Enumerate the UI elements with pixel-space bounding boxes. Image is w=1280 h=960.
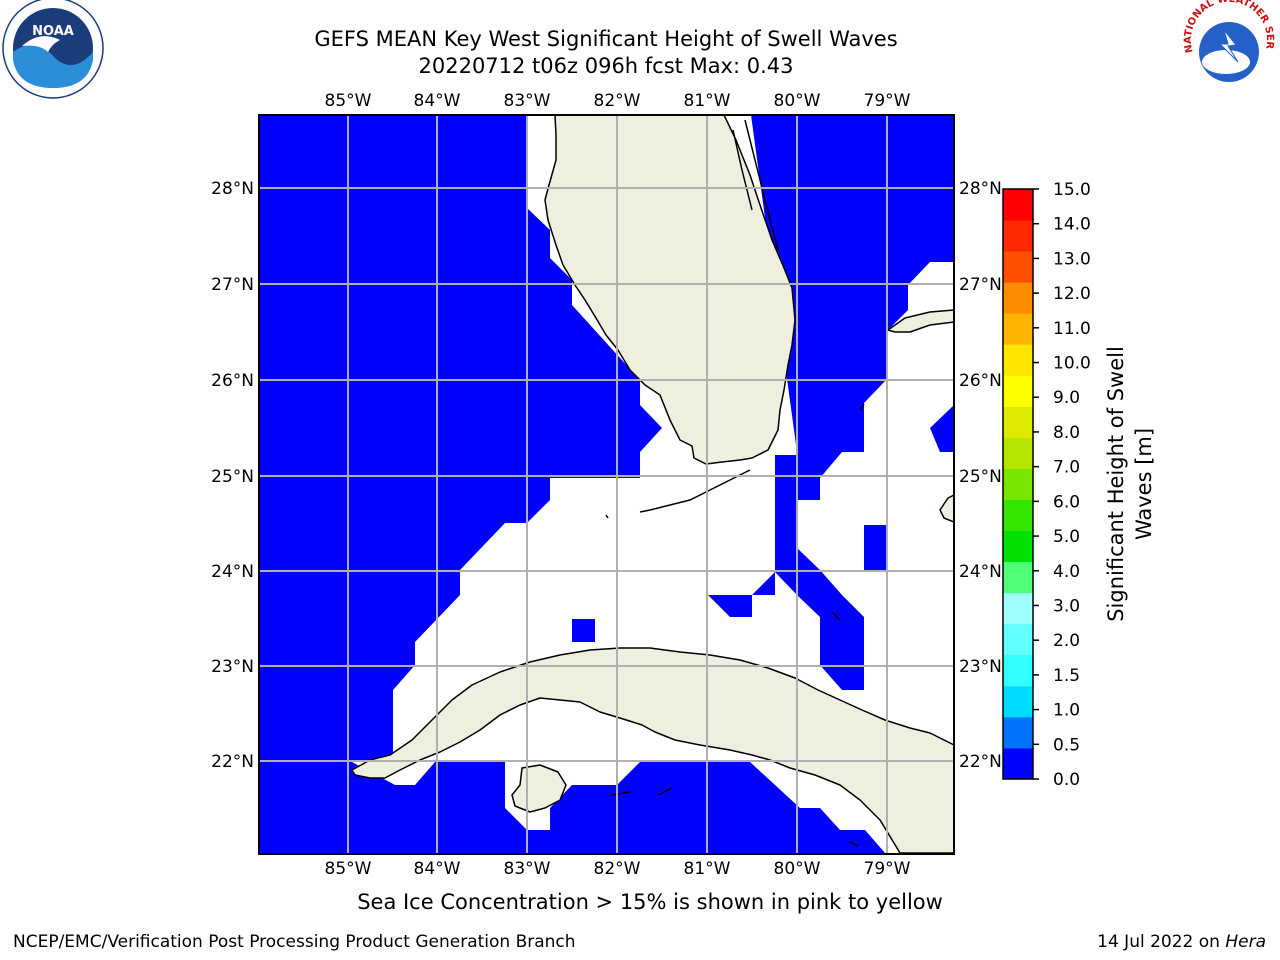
colorbar-segment [1003, 313, 1033, 345]
isla-de-la-juventud [511, 764, 567, 813]
colorbar-segment [1003, 468, 1033, 501]
colorbar-tick-label: 15.0 [1053, 180, 1091, 200]
lon-label-top: 80°W [774, 91, 821, 111]
footer-credit: NCEP/EMC/Verification Post Processing Pr… [13, 932, 576, 952]
colorbar-tick-label: 5.0 [1053, 527, 1080, 547]
footer-host: Hera [1225, 932, 1266, 952]
colorbar-segment [1003, 716, 1033, 749]
noaa-logo-text: NOAA [32, 24, 74, 39]
colorbar-tick-label: 6.0 [1053, 492, 1080, 512]
title-line-1: GEFS MEAN Key West Significant Height of… [314, 27, 898, 51]
colorbar-tick-label: 10.0 [1053, 354, 1091, 374]
noaa-logo-icon: NOAA [2, 0, 104, 99]
lon-label-top: 81°W [684, 91, 731, 111]
colorbar-tick-label: 4.0 [1053, 562, 1080, 582]
lat-label-left: 23°N [211, 657, 254, 677]
colorbar-segment [1003, 747, 1033, 780]
map-title: GEFS MEAN Key West Significant Height of… [258, 26, 954, 80]
colorbar-tick-label: 11.0 [1053, 319, 1091, 339]
lat-label-left: 28°N [211, 179, 254, 199]
florida [544, 115, 796, 465]
colorbar-label-line-2: Waves [m] [1132, 428, 1156, 540]
colorbar-segment [1003, 375, 1033, 407]
colorbar-segment [1003, 499, 1033, 532]
lon-label-top: 83°W [504, 91, 551, 111]
lat-label-left: 22°N [211, 752, 254, 772]
colorbar-tick-label: 1.0 [1053, 701, 1080, 721]
lon-label-bottom: 84°W [414, 859, 461, 879]
nws-logo-icon: NATIONAL WEATHER SERVICE [1178, 0, 1275, 98]
colorbar-segment [1003, 437, 1033, 469]
colorbar-segment [1003, 592, 1033, 625]
lat-label-right: 27°N [959, 275, 1002, 295]
andros-fragment [939, 494, 954, 523]
colorbar-tick-label: 12.0 [1053, 284, 1091, 304]
lon-label-bottom: 79°W [864, 859, 911, 879]
colorbar-tick-label: 0.0 [1053, 770, 1080, 790]
colorbar-label-line-1: Significant Height of Swell [1104, 346, 1128, 622]
footer-date: 14 Jul 2022 on Hera [1097, 932, 1266, 952]
footer-date-text: 14 Jul 2022 on [1097, 932, 1226, 952]
colorbar-tick-label: 8.0 [1053, 423, 1080, 443]
colorbar-segment [1003, 220, 1033, 252]
lat-label-left: 25°N [211, 467, 254, 487]
colorbar-frame [1002, 188, 1034, 780]
keys-coastline [605, 119, 865, 847]
colorbar-segment [1003, 282, 1033, 314]
lon-label-top: 85°W [325, 91, 372, 111]
lat-label-left: 24°N [211, 562, 254, 582]
colorbar-segment [1003, 685, 1033, 718]
lon-label-top: 82°W [594, 91, 641, 111]
cuba [351, 647, 954, 854]
colorbar-tick-label: 1.5 [1053, 666, 1080, 686]
graticule [259, 115, 954, 853]
colorbar-segment [1003, 561, 1033, 594]
lon-label-bottom: 81°W [684, 859, 731, 879]
land-areas [351, 115, 954, 854]
colorbar-tick-label: 7.0 [1053, 458, 1080, 478]
lat-label-left: 26°N [211, 371, 254, 391]
map-frame [258, 114, 955, 855]
colorbar-tick-label: 9.0 [1053, 388, 1080, 408]
lon-label-bottom: 82°W [594, 859, 641, 879]
lat-label-right: 23°N [959, 657, 1002, 677]
colorbar-segment [1003, 406, 1033, 438]
colorbar-segment [1003, 189, 1033, 221]
lon-label-top: 79°W [864, 91, 911, 111]
lat-label-right: 25°N [959, 467, 1002, 487]
colorbar-tick-label: 0.5 [1053, 735, 1080, 755]
colorbar-segment [1003, 654, 1033, 687]
colorbar-tick-label: 14.0 [1053, 215, 1091, 235]
sea-ice-caption: Sea Ice Concentration > 15% is shown in … [357, 890, 943, 914]
lon-label-bottom: 85°W [325, 859, 372, 879]
colorbar-segment [1003, 344, 1033, 376]
lat-label-left: 27°N [211, 275, 254, 295]
lon-label-top: 84°W [414, 91, 461, 111]
lat-label-right: 26°N [959, 371, 1002, 391]
colorbar-tick-label: 13.0 [1053, 249, 1091, 269]
colorbar [1003, 189, 1033, 780]
colorbar-segment [1003, 530, 1033, 563]
colorbar-segment [1003, 623, 1033, 656]
lon-label-bottom: 80°W [774, 859, 821, 879]
lat-label-right: 28°N [959, 179, 1002, 199]
swell-field [259, 115, 954, 853]
colorbar-segment [1003, 251, 1033, 283]
lat-label-right: 24°N [959, 562, 1002, 582]
colorbar-tick-label: 2.0 [1053, 631, 1080, 651]
grand-bahama [887, 309, 954, 333]
lon-label-bottom: 83°W [504, 859, 551, 879]
colorbar-tick-label: 3.0 [1053, 596, 1080, 616]
title-line-2: 20220712 t06z 096h fcst Max: 0.43 [418, 54, 794, 78]
lat-label-right: 22°N [959, 752, 1002, 772]
